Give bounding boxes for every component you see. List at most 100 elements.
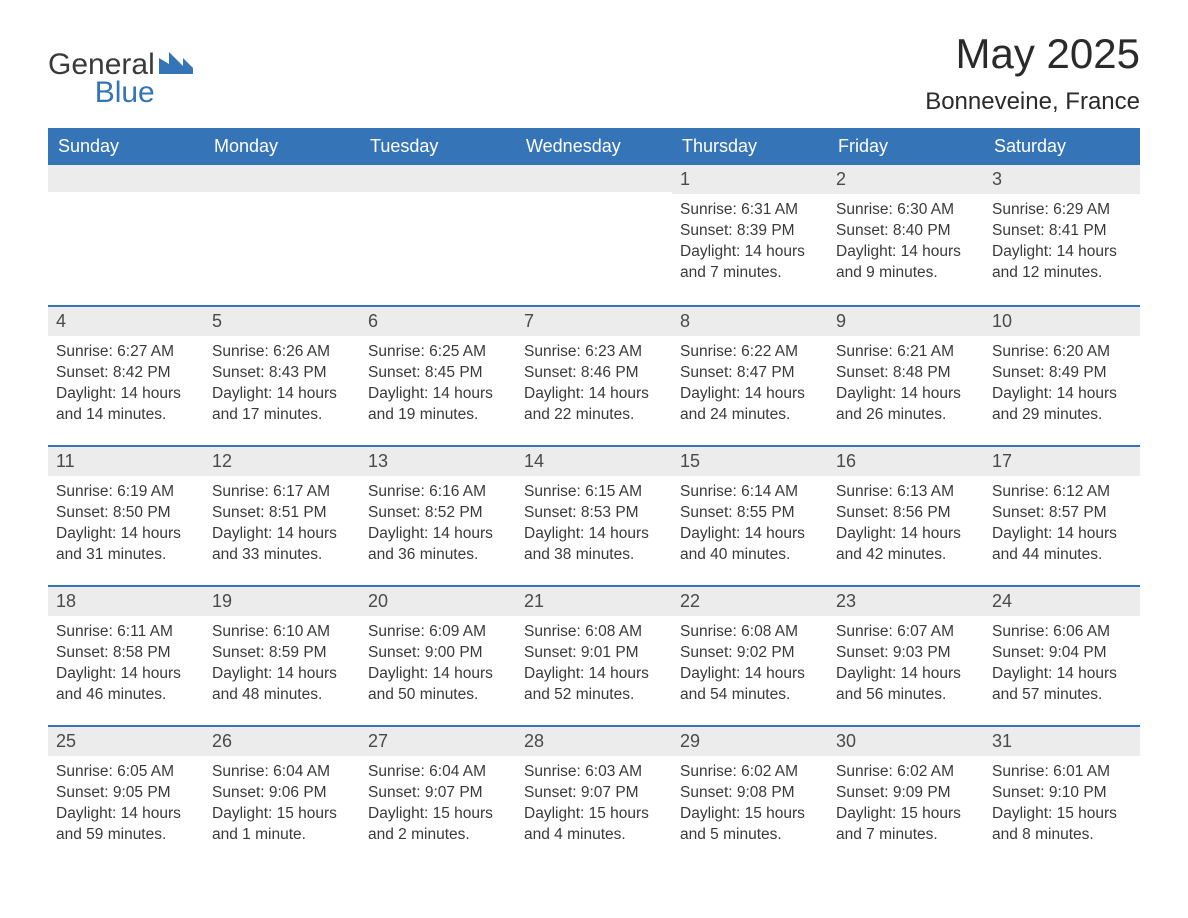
cell-body: Sunrise: 6:21 AMSunset: 8:48 PMDaylight:… [828,336,984,440]
weekday-col: Saturday [984,128,1140,165]
day-number: 22 [672,587,828,616]
sunrise-text: Sunrise: 6:21 AM [836,342,976,363]
cell-body: Sunrise: 6:09 AMSunset: 9:00 PMDaylight:… [360,616,516,720]
dl2-text: and 24 minutes. [680,405,820,426]
title-block: May 2025 Bonneveine, France [925,30,1140,116]
cell-body: Sunrise: 6:06 AMSunset: 9:04 PMDaylight:… [984,616,1140,720]
day-number [204,165,360,192]
calendar-cell: 22Sunrise: 6:08 AMSunset: 9:02 PMDayligh… [672,587,828,725]
dl2-text: and 46 minutes. [56,685,196,706]
sunrise-text: Sunrise: 6:15 AM [524,482,664,503]
sunset-text: Sunset: 9:07 PM [368,783,508,804]
sunset-text: Sunset: 8:50 PM [56,503,196,524]
cell-body [204,192,360,212]
week-row: 11Sunrise: 6:19 AMSunset: 8:50 PMDayligh… [48,445,1140,585]
sunset-text: Sunset: 8:58 PM [56,643,196,664]
calendar-cell: 29Sunrise: 6:02 AMSunset: 9:08 PMDayligh… [672,727,828,865]
calendar-cell: 2Sunrise: 6:30 AMSunset: 8:40 PMDaylight… [828,165,984,305]
day-number: 16 [828,447,984,476]
calendar-cell: 27Sunrise: 6:04 AMSunset: 9:07 PMDayligh… [360,727,516,865]
dl1-text: Daylight: 14 hours [836,384,976,405]
day-number: 9 [828,307,984,336]
dl1-text: Daylight: 15 hours [992,804,1132,825]
sunset-text: Sunset: 9:10 PM [992,783,1132,804]
sunrise-text: Sunrise: 6:27 AM [56,342,196,363]
cell-body: Sunrise: 6:30 AMSunset: 8:40 PMDaylight:… [828,194,984,298]
cell-body: Sunrise: 6:12 AMSunset: 8:57 PMDaylight:… [984,476,1140,580]
dl2-text: and 1 minute. [212,825,352,846]
calendar-cell: 20Sunrise: 6:09 AMSunset: 9:00 PMDayligh… [360,587,516,725]
day-number: 15 [672,447,828,476]
day-number: 21 [516,587,672,616]
day-number: 26 [204,727,360,756]
calendar: Sunday Monday Tuesday Wednesday Thursday… [48,128,1140,865]
sunset-text: Sunset: 9:05 PM [56,783,196,804]
day-number: 11 [48,447,204,476]
sunset-text: Sunset: 8:55 PM [680,503,820,524]
sunrise-text: Sunrise: 6:04 AM [212,762,352,783]
sunrise-text: Sunrise: 6:30 AM [836,200,976,221]
sunrise-text: Sunrise: 6:09 AM [368,622,508,643]
calendar-cell: 13Sunrise: 6:16 AMSunset: 8:52 PMDayligh… [360,447,516,585]
day-number: 17 [984,447,1140,476]
dl2-text: and 56 minutes. [836,685,976,706]
dl2-text: and 48 minutes. [212,685,352,706]
dl2-text: and 29 minutes. [992,405,1132,426]
calendar-cell: 26Sunrise: 6:04 AMSunset: 9:06 PMDayligh… [204,727,360,865]
calendar-cell: 6Sunrise: 6:25 AMSunset: 8:45 PMDaylight… [360,307,516,445]
cell-body: Sunrise: 6:04 AMSunset: 9:06 PMDaylight:… [204,756,360,860]
dl2-text: and 19 minutes. [368,405,508,426]
dl1-text: Daylight: 14 hours [836,664,976,685]
day-number: 6 [360,307,516,336]
calendar-cell [360,165,516,305]
day-number: 7 [516,307,672,336]
day-number: 19 [204,587,360,616]
dl1-text: Daylight: 14 hours [56,524,196,545]
sunset-text: Sunset: 9:03 PM [836,643,976,664]
dl1-text: Daylight: 14 hours [212,384,352,405]
calendar-cell: 5Sunrise: 6:26 AMSunset: 8:43 PMDaylight… [204,307,360,445]
sunset-text: Sunset: 8:57 PM [992,503,1132,524]
calendar-cell: 25Sunrise: 6:05 AMSunset: 9:05 PMDayligh… [48,727,204,865]
cell-body: Sunrise: 6:02 AMSunset: 9:09 PMDaylight:… [828,756,984,860]
sunrise-text: Sunrise: 6:10 AM [212,622,352,643]
calendar-cell: 8Sunrise: 6:22 AMSunset: 8:47 PMDaylight… [672,307,828,445]
sunrise-text: Sunrise: 6:04 AM [368,762,508,783]
dl1-text: Daylight: 14 hours [212,664,352,685]
cell-body: Sunrise: 6:29 AMSunset: 8:41 PMDaylight:… [984,194,1140,298]
sunset-text: Sunset: 8:56 PM [836,503,976,524]
week-row: 4Sunrise: 6:27 AMSunset: 8:42 PMDaylight… [48,305,1140,445]
dl1-text: Daylight: 14 hours [680,524,820,545]
sunset-text: Sunset: 9:06 PM [212,783,352,804]
weekday-col: Thursday [672,128,828,165]
dl1-text: Daylight: 14 hours [56,664,196,685]
dl2-text: and 5 minutes. [680,825,820,846]
sunset-text: Sunset: 8:51 PM [212,503,352,524]
calendar-cell: 11Sunrise: 6:19 AMSunset: 8:50 PMDayligh… [48,447,204,585]
sunrise-text: Sunrise: 6:14 AM [680,482,820,503]
day-number: 29 [672,727,828,756]
weekday-col: Wednesday [516,128,672,165]
dl1-text: Daylight: 14 hours [836,524,976,545]
sunset-text: Sunset: 8:43 PM [212,363,352,384]
dl2-text: and 33 minutes. [212,545,352,566]
weekday-col: Monday [204,128,360,165]
sunrise-text: Sunrise: 6:03 AM [524,762,664,783]
cell-body [48,192,204,212]
cell-body: Sunrise: 6:08 AMSunset: 9:01 PMDaylight:… [516,616,672,720]
dl1-text: Daylight: 14 hours [992,524,1132,545]
sunrise-text: Sunrise: 6:07 AM [836,622,976,643]
cell-body: Sunrise: 6:14 AMSunset: 8:55 PMDaylight:… [672,476,828,580]
cell-body: Sunrise: 6:26 AMSunset: 8:43 PMDaylight:… [204,336,360,440]
calendar-cell: 10Sunrise: 6:20 AMSunset: 8:49 PMDayligh… [984,307,1140,445]
calendar-cell: 23Sunrise: 6:07 AMSunset: 9:03 PMDayligh… [828,587,984,725]
sunset-text: Sunset: 8:52 PM [368,503,508,524]
day-number: 4 [48,307,204,336]
sunrise-text: Sunrise: 6:02 AM [680,762,820,783]
dl1-text: Daylight: 14 hours [368,524,508,545]
dl1-text: Daylight: 14 hours [368,384,508,405]
calendar-cell: 1Sunrise: 6:31 AMSunset: 8:39 PMDaylight… [672,165,828,305]
calendar-cell: 24Sunrise: 6:06 AMSunset: 9:04 PMDayligh… [984,587,1140,725]
brand-mark-icon [159,52,193,74]
cell-body: Sunrise: 6:23 AMSunset: 8:46 PMDaylight:… [516,336,672,440]
